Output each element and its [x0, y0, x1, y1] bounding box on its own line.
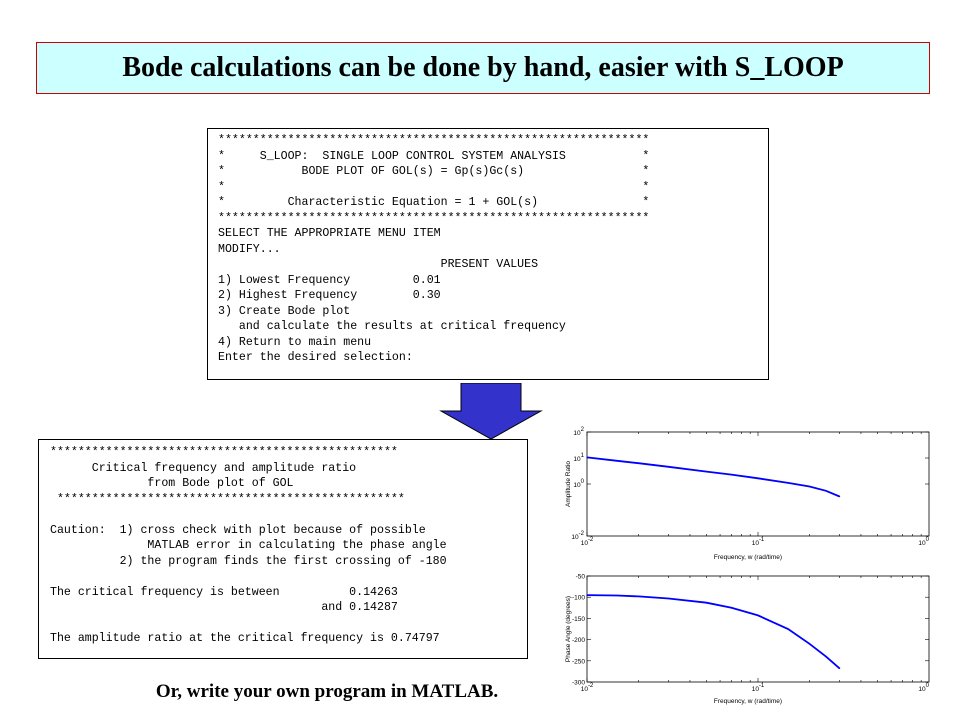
data-point — [730, 607, 733, 609]
y-tick-label: 101 — [573, 453, 584, 463]
terminal-line: PRESENT VALUES — [218, 258, 539, 271]
terminal-line: 3) Create Bode plot — [218, 304, 351, 318]
terminal-line: and 0.14287 — [50, 601, 398, 614]
title-banner: Bode calculations can be done by hand, e… — [36, 42, 930, 94]
data-point — [825, 655, 827, 658]
terminal-line: The critical frequency is between 0.1426… — [50, 585, 398, 599]
data-point — [838, 667, 841, 670]
plot-frame — [586, 575, 930, 683]
critical-frequency-output: ****************************************… — [38, 439, 528, 659]
x-tick-label: 10-1 — [752, 537, 765, 547]
terminal-line: * * — [218, 180, 650, 194]
terminal-line: ****************************************… — [50, 492, 405, 506]
phase-x-axis-label: Frequency, w (rad/time) — [714, 698, 782, 705]
amplitude-x-axis-label: Frequency, w (rad/time) — [714, 554, 782, 561]
data-point — [616, 594, 618, 597]
terminal-line: 2) the program finds the first crossing … — [50, 554, 447, 568]
slide-caption: Or, write your own program in MATLAB. — [155, 681, 499, 702]
y-tick-label: 102 — [573, 427, 584, 437]
terminal-line: ****************************************… — [50, 446, 398, 459]
data-point — [838, 495, 841, 498]
data-point — [705, 602, 708, 604]
terminal-line: ****************************************… — [218, 134, 650, 147]
data-point — [616, 460, 618, 462]
terminal-line: The amplitude ratio at the critical freq… — [50, 632, 440, 645]
y-tick-label: -100 — [572, 595, 585, 602]
plot-frame — [586, 431, 930, 537]
amplitude-y-axis-label: Amplitude Ratio — [565, 461, 572, 507]
terminal-line: and calculate the results at critical fr… — [218, 320, 566, 333]
y-tick-label: -300 — [572, 680, 585, 687]
data-point — [586, 456, 588, 459]
x-tick-label: 100 — [918, 537, 929, 547]
terminal-line: Enter the desired selection: — [218, 351, 413, 364]
s-loop-menu-terminal: ****************************************… — [207, 128, 769, 380]
data-point — [730, 473, 733, 476]
x-tick-label: 10-1 — [752, 683, 765, 693]
y-tick-label: -250 — [572, 658, 585, 665]
terminal-line: * S_LOOP: SINGLE LOOP CONTROL SYSTEM ANA… — [218, 149, 650, 163]
data-point — [757, 614, 759, 617]
down-arrow-icon — [439, 383, 543, 440]
data-point — [787, 628, 789, 630]
data-point — [825, 490, 827, 492]
terminal-line: from Bode plot of GOL — [50, 477, 294, 490]
terminal-line: 1) Lowest Frequency 0.01 — [218, 273, 441, 287]
data-point — [637, 462, 640, 464]
y-tick-label: -150 — [572, 616, 585, 623]
terminal-line: * Characteristic Equation = 1 + GOL(s) * — [218, 196, 650, 209]
bode-plot: 10-2 10-1 100 10-2 100 101 102 Frequency, w (ra… — [565, 427, 930, 705]
slide-title: Bode calculations can be done by hand, e… — [122, 52, 844, 83]
data-point — [667, 597, 670, 600]
x-tick-label: 10-2 — [581, 537, 594, 547]
terminal-line: 4) Return to main menu — [218, 335, 372, 349]
terminal-line: SELECT THE APPROPRIATE MENU ITEM — [218, 227, 441, 240]
data-point — [586, 594, 588, 596]
terminal-line: MODIFY... — [218, 242, 281, 256]
data-point — [705, 470, 708, 473]
y-tick-label: -50 — [576, 574, 586, 581]
y-tick-label: -200 — [572, 637, 585, 644]
data-point — [808, 643, 811, 645]
data-point — [787, 482, 789, 484]
terminal-line: MATLAB error in calculating the phase an… — [50, 539, 447, 552]
data-point — [808, 485, 811, 488]
terminal-line: * BODE PLOT OF GOL(s) = Gp(s)Gc(s) * — [218, 165, 650, 178]
y-tick-label: 10-2 — [571, 531, 584, 541]
terminal-line: Caution: 1) cross check with plot becaus… — [50, 523, 426, 537]
terminal-line: ****************************************… — [218, 211, 650, 225]
x-tick-label: 10-2 — [581, 683, 594, 693]
phase-y-axis-label: Phase Angle (degrees) — [565, 596, 572, 662]
y-tick-label: 100 — [573, 479, 584, 489]
terminal-line: 2) Highest Frequency 0.30 — [218, 289, 441, 302]
data-point — [757, 477, 759, 479]
data-point — [637, 595, 640, 597]
x-tick-label: 100 — [918, 683, 929, 693]
data-point — [667, 466, 670, 468]
terminal-line: Critical frequency and amplitude ratio — [50, 461, 357, 475]
